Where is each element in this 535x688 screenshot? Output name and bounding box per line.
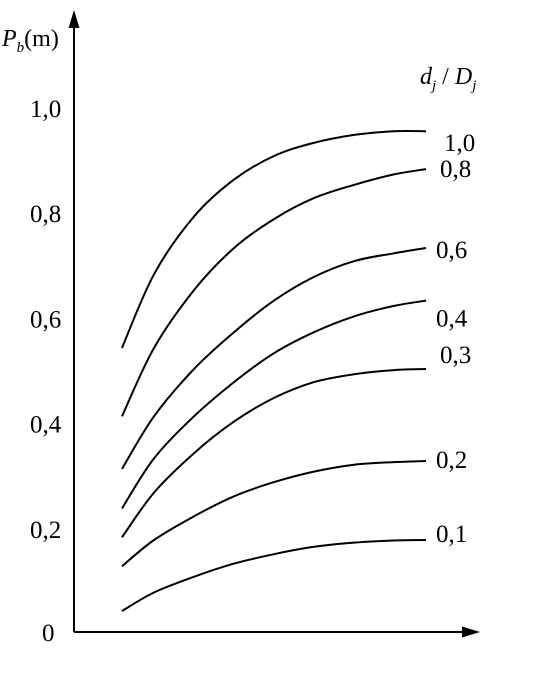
series-line bbox=[121, 460, 427, 568]
series-label: 0,4 bbox=[436, 306, 468, 333]
y-tick-label: 0,2 bbox=[30, 517, 61, 544]
series-label: 0,1 bbox=[436, 521, 467, 548]
y-tick-label: 0,6 bbox=[30, 306, 61, 333]
y-tick-label: 0,8 bbox=[30, 201, 61, 228]
y-axis-label-main: P bbox=[1, 26, 17, 52]
series-label: 0,2 bbox=[436, 447, 467, 474]
legend-title-b: D bbox=[454, 64, 472, 90]
y-axis-label-sub: b bbox=[17, 40, 25, 56]
y-tick-label: 0,4 bbox=[30, 412, 62, 439]
series-line bbox=[121, 247, 427, 470]
series-line bbox=[121, 299, 427, 509]
y-axis-label-arg: (m) bbox=[24, 26, 59, 52]
x-axis bbox=[74, 626, 480, 638]
x-axis-arrow bbox=[462, 626, 480, 638]
series-label: 0,8 bbox=[440, 156, 471, 183]
series-labels: 1,00,8 0,6 0,4 0,3 0,2 0,1 bbox=[436, 130, 475, 548]
series-line bbox=[121, 368, 427, 538]
y-tick-labels: 0 0,2 0,4 0,6 0,8 1,0 bbox=[30, 96, 62, 647]
y-tick-label: 1,0 bbox=[30, 96, 61, 123]
legend-title-a-sub: j bbox=[430, 78, 436, 94]
series-label: 0,6 bbox=[436, 237, 467, 264]
y-axis-arrow bbox=[68, 10, 80, 28]
series-label: 1,0 bbox=[444, 130, 475, 157]
legend-title-sep: / bbox=[436, 64, 455, 90]
series-line bbox=[121, 539, 427, 612]
series-label: 0,3 bbox=[440, 342, 471, 369]
legend-title-a: d bbox=[420, 64, 433, 90]
legend-title: dj / Dj bbox=[420, 64, 476, 94]
legend-title-b-sub: j bbox=[470, 78, 476, 94]
series-line bbox=[121, 168, 427, 417]
y-axis bbox=[68, 10, 80, 632]
series-line bbox=[121, 129, 427, 349]
y-axis-label: Pb(m) bbox=[1, 26, 59, 56]
series-curves bbox=[121, 129, 427, 612]
y-tick-label: 0 bbox=[42, 620, 55, 647]
